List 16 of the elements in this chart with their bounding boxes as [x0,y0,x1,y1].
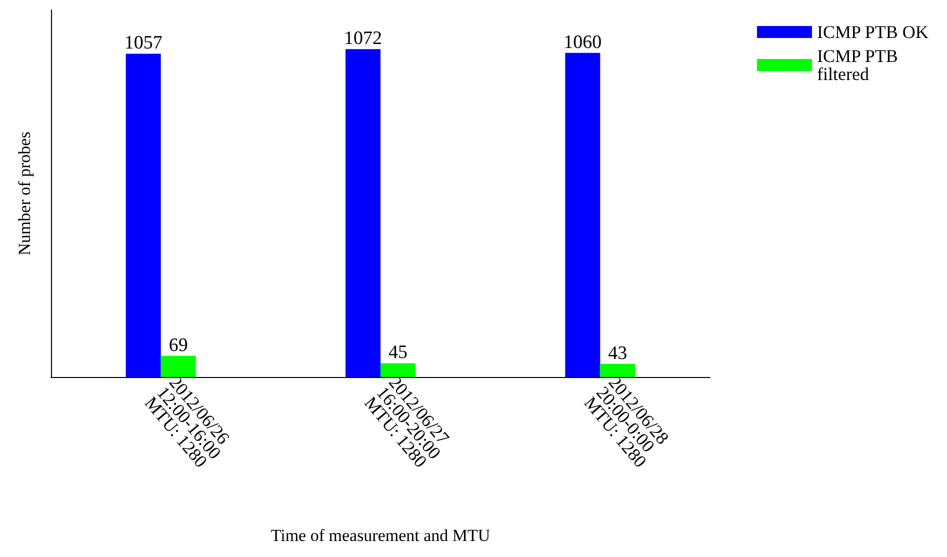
x-axis-title: Time of measurement and MTU [270,526,490,545]
legend-label: ICMP PTB OK [816,22,928,42]
data-label: 1072 [344,28,382,50]
bar [160,356,196,377]
bar [380,363,416,377]
legend-label: ICMP PTB filtered [816,46,902,84]
data-label: 69 [168,334,188,356]
bar [126,54,161,377]
data-label: 43 [608,342,628,364]
bar [346,49,380,377]
bar [600,364,636,377]
y-axis-title: Number of probes [15,132,34,256]
data-label: 1057 [124,32,162,54]
data-label: 1060 [564,32,602,53]
data-label: 45 [388,342,408,364]
bar [565,52,600,377]
